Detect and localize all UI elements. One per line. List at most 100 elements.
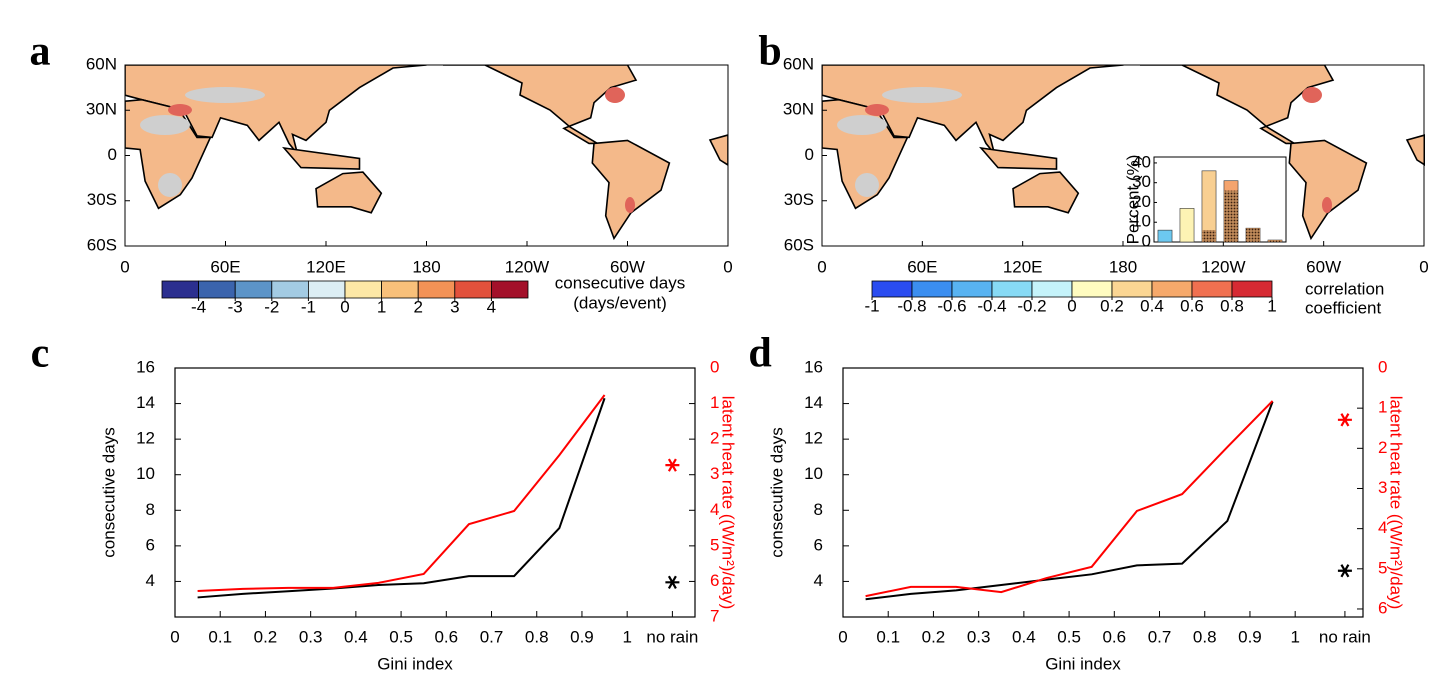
no-rain-marker [665,575,680,589]
line [865,400,1274,598]
y-axis-label: consecutive days [99,427,118,557]
colorbar-swatch [1071,280,1113,298]
colorbar-swatch [307,280,346,299]
x-tick-label: 0 [723,257,732,276]
x-tick-label: 120E [306,257,346,276]
y-tick-label: 0 [108,145,117,164]
y2-tick-label: 0 [1378,357,1387,376]
y2-tick-label: 7 [710,606,719,625]
colorbar-tick-label: 0.4 [1140,296,1164,315]
x-tick-label: 0.8 [1193,627,1217,646]
y2-tick-label: 5 [710,535,719,554]
colorbar-swatch [234,280,273,299]
x-tick-label: 0 [120,257,129,276]
y-tick-label: 30S [784,190,814,209]
y2-tick-label: 2 [710,429,719,448]
x-tick-label: 1 [622,627,631,646]
colorbar-tick-label: -0.4 [977,296,1006,315]
colorbar-tick-label: 1 [1267,296,1276,315]
x-tick-label: 0 [170,627,179,646]
x-tick-label: 0.2 [922,627,946,646]
y-tick-label: 10 [804,464,823,483]
y2-tick-label: 4 [710,500,719,519]
colorbar-swatch [871,280,913,298]
plot-frame [842,367,1364,618]
colorbar-tick-label: -3 [228,297,243,316]
colorbar-tick-label: 0.2 [1100,296,1124,315]
colorbar-swatch [417,280,456,299]
colorbar-swatch [454,280,492,299]
colorbar-label: coefficient [1305,298,1382,317]
colorbar-tick-label: 0.6 [1180,296,1204,315]
y-tick-label: 30N [86,100,117,119]
y-tick-label: 12 [136,429,155,448]
x-tick-label: 0.6 [1102,627,1126,646]
x-tick-label: 0.1 [208,627,232,646]
y-tick-label: 6 [814,535,823,554]
y2-tick-label: 3 [1378,478,1387,497]
y-tick-label: 20 [1132,192,1151,211]
x-tick-label: 120W [1201,257,1245,276]
colorbar-label: (days/event) [573,293,667,312]
x-tick-label: 0 [838,627,847,646]
x-tick-label: 60E [907,257,937,276]
y-axis-label: consecutive days [767,427,786,557]
y2-tick-label: 1 [710,393,719,412]
y-tick-label: 30S [87,190,117,209]
y-tick-label: 16 [804,357,823,376]
y-tick-label: 0 [1142,231,1151,250]
x-tick-label: 0.6 [434,627,458,646]
y-tick-label: 10 [136,464,155,483]
y2-tick-label: 2 [1378,438,1387,457]
y2-tick-label: 5 [1378,558,1387,577]
map-land [125,65,728,240]
colorbar-swatch [1111,280,1153,298]
colorbar-tick-label: -1 [864,296,879,315]
y-tick-label: 30 [1132,172,1151,191]
y-tick-label: 40 [1132,152,1151,171]
x-tick-label: 0.9 [1238,627,1262,646]
no-rain-marker [1337,413,1352,427]
x-tick-label: 0.5 [1057,627,1081,646]
y-tick-label: 4 [146,571,155,590]
colorbar-tick-label: 1 [377,297,386,316]
colorbar-swatch [951,280,993,298]
x-tick-label: no rain [646,627,698,646]
plot-frame [174,367,696,618]
colorbar-swatch [911,280,953,298]
colorbar-tick-label: -0.8 [897,296,926,315]
colorbar-swatch [1151,280,1193,298]
x-tick-label: 0 [817,257,826,276]
colorbar-label: consecutive days [555,273,685,292]
x-tick-label: 60W [610,257,645,276]
y-tick-label: 60N [783,54,814,73]
colorbar-tick-label: -0.6 [937,296,966,315]
colorbar-swatch [344,280,382,299]
x-tick-label: 180 [412,257,440,276]
x-tick-label: 0.7 [480,627,504,646]
x-tick-label: 0.8 [525,627,549,646]
x-tick-label: 0.7 [1148,627,1172,646]
y-tick-label: 60S [784,235,814,254]
colorbar-label: correlation [1305,279,1384,298]
colorbar-tick-label: 0.8 [1220,296,1244,315]
x-tick-label: 60E [210,257,240,276]
y-axis-label: Percent (%) [1123,155,1142,245]
colorbar-swatch [490,280,529,299]
colorbar-swatch [161,280,199,299]
x-tick-label: 0.2 [254,627,278,646]
colorbar-swatch [1231,280,1273,298]
colorbar-tick-label: -1 [301,297,316,316]
y2-tick-label: 6 [710,571,719,590]
y-tick-label: 8 [146,500,155,519]
inset-frame [1153,156,1287,243]
colorbar-tick-label: 3 [450,297,459,316]
colorbar-swatch [991,280,1033,298]
bar [1157,229,1173,243]
colorbar-tick-label: 0 [1067,296,1076,315]
no-rain-marker [665,458,680,472]
x-tick-label: 0.9 [570,627,594,646]
y-tick-label: 0 [805,145,814,164]
colorbar-swatch [1191,280,1233,298]
colorbar-tick-label: 2 [413,297,422,316]
